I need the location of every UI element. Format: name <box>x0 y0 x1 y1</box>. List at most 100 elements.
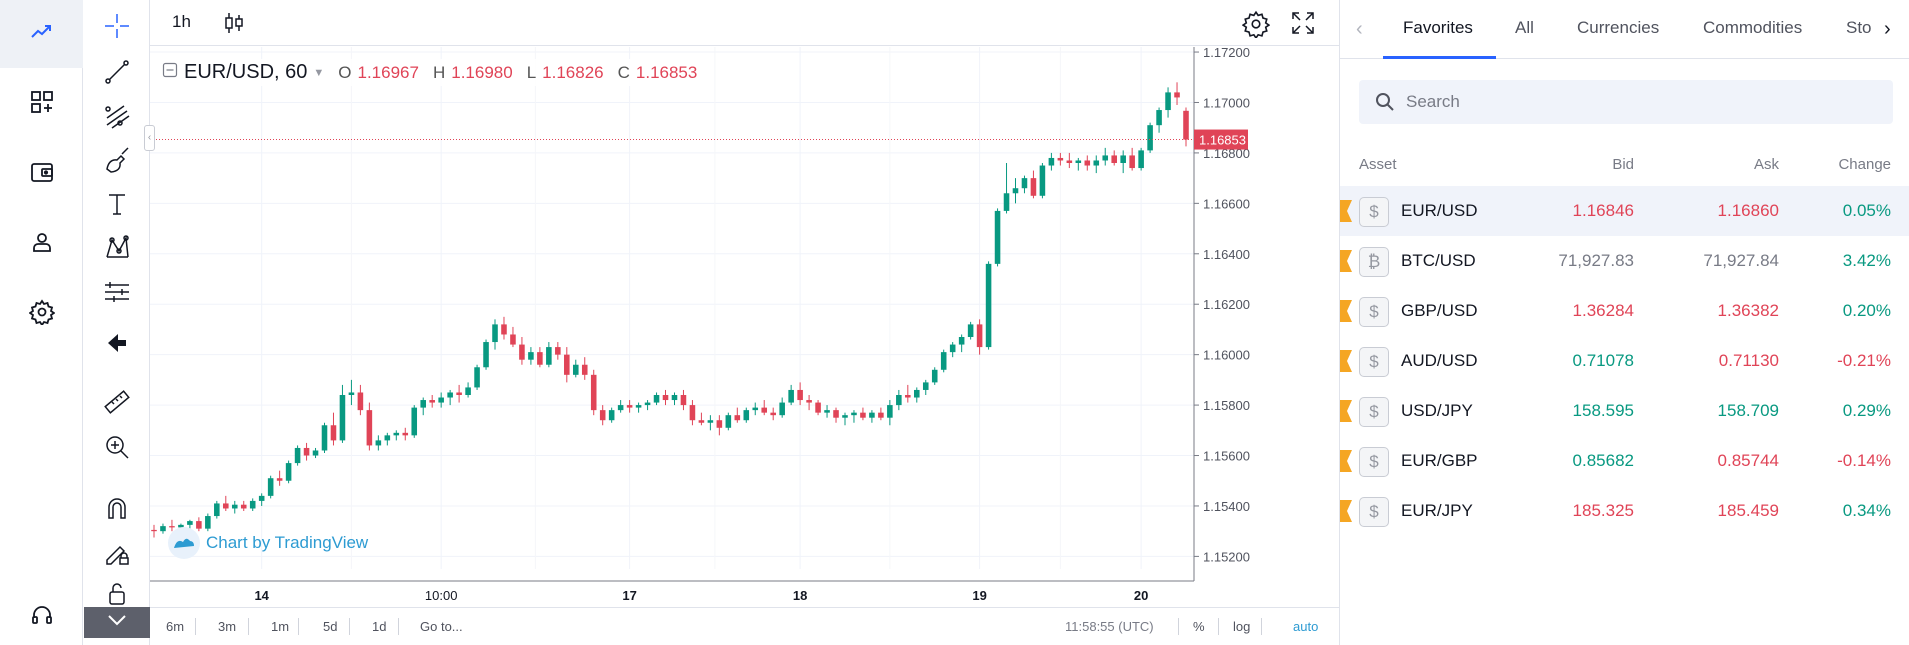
candle-body <box>931 369 938 383</box>
goto-button[interactable]: Go to... <box>420 619 463 634</box>
tab-stocks[interactable]: Sto <box>1846 18 1872 37</box>
candle-body <box>438 397 444 403</box>
header-bid[interactable]: Bid <box>1612 156 1634 173</box>
nav-account[interactable] <box>0 210 83 278</box>
bid-price[interactable]: 185.325 <box>1572 501 1634 520</box>
back-tool[interactable] <box>97 325 137 365</box>
brush-tool[interactable] <box>97 142 137 182</box>
chart-settings-button[interactable] <box>1241 10 1271 43</box>
candle <box>564 347 570 383</box>
bid-price[interactable]: 71,927.83 <box>1558 251 1634 270</box>
time-tick-label: 20 <box>1134 588 1148 603</box>
tab-commodities[interactable]: Commodities <box>1703 18 1803 37</box>
candle <box>608 407 615 423</box>
range-1m-button[interactable]: 1m <box>271 619 290 634</box>
nav-wallet[interactable] <box>0 140 83 208</box>
watchlist-row[interactable]: $ GBP/USD 1.36284 1.36382 0.20% <box>1340 286 1909 336</box>
ask-price[interactable]: 0.71130 <box>1718 351 1779 370</box>
bid-price[interactable]: 1.36284 <box>1572 301 1634 320</box>
range-6m-button[interactable]: 6m <box>166 619 185 634</box>
range-5d-button[interactable]: 5d <box>323 619 338 634</box>
range-3m-button[interactable]: 3m <box>218 619 237 634</box>
candle-body <box>599 410 606 421</box>
interval-button[interactable]: 1h <box>172 12 191 31</box>
legend-low-value: 1.16826 <box>542 62 604 82</box>
ask-price[interactable]: 71,927.84 <box>1703 251 1779 270</box>
candle-body <box>1165 92 1171 111</box>
fullscreen-button[interactable] <box>1290 10 1316 41</box>
trend-line-tool[interactable] <box>97 54 137 94</box>
watchlist-row[interactable]: $ AUD/USD 0.71078 0.71130 -0.21% <box>1340 336 1909 386</box>
tab-favorites[interactable]: Favorites <box>1403 18 1473 37</box>
legend-high-label: H <box>432 62 446 82</box>
nav-trade[interactable] <box>0 0 83 68</box>
header-ask[interactable]: Ask <box>1753 156 1779 173</box>
nav-add-widget[interactable] <box>0 70 83 138</box>
price-chart[interactable]: 1.17200 1.17000 1.16800 1.16600 1.16400 1.162… <box>144 45 1339 607</box>
tabs-scroll-left[interactable]: ‹ <box>1356 18 1363 40</box>
candle <box>1129 147 1135 171</box>
legend-symbol[interactable]: EUR/USD, 60 <box>184 61 308 83</box>
lock-drawings-tool[interactable] <box>97 535 137 575</box>
pattern-tool[interactable] <box>97 230 137 270</box>
magnet-icon <box>102 493 132 528</box>
symbol-dropdown-icon[interactable]: ▼ <box>313 66 325 79</box>
ask-price[interactable]: 1.16860 <box>1717 201 1779 220</box>
asset-tabs: ‹ Favorites All Currencies Commodities S… <box>1340 0 1909 59</box>
watchlist-row[interactable]: $ EUR/GBP 0.85682 0.85744 -0.14% <box>1340 436 1909 486</box>
bid-price[interactable]: 158.595 <box>1572 401 1634 420</box>
watermark-text: Chart by TradingView <box>206 533 369 552</box>
utc-clock[interactable]: 11:58:55 (UTC) <box>1065 619 1154 634</box>
price-tick-label: 1.17000 <box>1203 95 1250 110</box>
watchlist-panel: ‹ Favorites All Currencies Commodities S… <box>1339 0 1909 645</box>
tab-all[interactable]: All <box>1515 18 1534 37</box>
zoom-tool[interactable] <box>97 429 137 469</box>
candle-body <box>743 410 750 421</box>
text-tool[interactable] <box>97 186 137 226</box>
watchlist-row[interactable]: $ EUR/USD 1.16846 1.16860 0.05% <box>1340 186 1909 236</box>
candles-icon <box>222 13 246 40</box>
candlestick-chart-svg[interactable]: 1.17200 1.17000 1.16800 1.16600 1.16400 1.162… <box>150 45 1339 607</box>
fib-tool[interactable] <box>97 98 137 138</box>
crosshair-icon <box>102 11 132 46</box>
candle <box>1012 178 1019 204</box>
header-change[interactable]: Change <box>1838 156 1891 173</box>
collapse-toolbar-button[interactable] <box>84 607 150 638</box>
ask-price[interactable]: 158.709 <box>1717 401 1779 420</box>
crosshair-tool[interactable] <box>97 8 137 48</box>
unlock-tool[interactable] <box>97 582 137 608</box>
chart-left-handle[interactable]: ‹ <box>144 125 155 151</box>
ask-price[interactable]: 185.459 <box>1717 501 1779 520</box>
measure-tool[interactable] <box>97 384 137 424</box>
log-toggle[interactable]: log <box>1233 619 1251 634</box>
tab-currencies[interactable]: Currencies <box>1577 18 1660 37</box>
ask-price[interactable]: 1.36382 <box>1717 301 1779 320</box>
prediction-tool[interactable] <box>97 274 137 314</box>
ask-price[interactable]: 0.85744 <box>1717 451 1779 470</box>
nav-settings[interactable] <box>0 280 83 348</box>
watchlist-row[interactable]: ₿ BTC/USD 71,927.83 71,927.84 3.42% <box>1340 236 1909 286</box>
search-input[interactable] <box>1406 80 1876 124</box>
candle <box>528 347 534 365</box>
tabs-scroll-right[interactable]: › <box>1884 18 1891 40</box>
header-asset[interactable]: Asset <box>1359 156 1397 173</box>
bid-price[interactable]: 1.16846 <box>1572 201 1634 220</box>
collapse-legend-icon[interactable] <box>162 62 178 83</box>
watchlist-row[interactable]: $ EUR/JPY 185.325 185.459 0.34% <box>1340 486 1909 536</box>
watchlist-row[interactable]: $ USD/JPY 158.595 158.709 0.29% <box>1340 386 1909 436</box>
nav-support[interactable] <box>0 590 83 645</box>
magnet-tool[interactable] <box>97 490 137 530</box>
percent-toggle[interactable]: % <box>1193 619 1205 634</box>
bid-price[interactable]: 0.85682 <box>1572 451 1634 470</box>
range-1d-button[interactable]: 1d <box>372 619 387 634</box>
chart-type-button[interactable] <box>222 10 246 41</box>
search-icon <box>1375 92 1395 117</box>
bid-price[interactable]: 0.71078 <box>1572 351 1634 370</box>
asset-icon: $ <box>1359 497 1389 527</box>
auto-scale-toggle[interactable]: auto <box>1293 619 1319 634</box>
zoom-in-icon <box>102 432 132 467</box>
ruler-icon <box>102 387 132 422</box>
tradingview-watermark[interactable]: Chart by TradingView <box>168 527 368 559</box>
candle-body <box>357 392 364 411</box>
candle <box>214 500 220 519</box>
